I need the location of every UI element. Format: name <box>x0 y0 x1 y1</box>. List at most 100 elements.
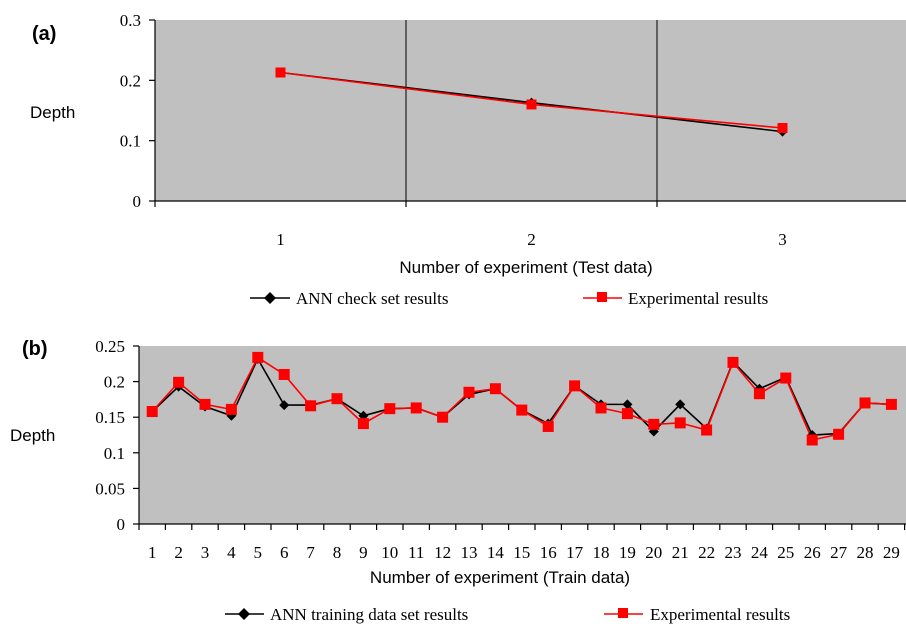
panel-b-x-tick-label: 5 <box>254 543 263 562</box>
panel-b-point-square <box>305 400 317 412</box>
panel-b-point-square <box>542 420 554 432</box>
panel-b-point-diamond <box>622 399 633 410</box>
panel-b-x-tick-label: 24 <box>751 543 769 562</box>
panel-b-xlabel: Number of experiment (Train data) <box>370 568 630 587</box>
panel-b-x-ticks: 1 2 3 4 5 6 7 8 9 10 11 12 13 14 15 16 17 18 19 20 21 22 23 24 2… <box>138 524 906 562</box>
legend-marker-diamond <box>238 608 250 620</box>
panel-a-grid <box>405 20 658 201</box>
panel-b-point-square <box>859 397 871 409</box>
panel-b-y-tick-label: 0 <box>117 515 126 534</box>
panel-b-x-tick-label: 17 <box>566 543 584 562</box>
panel-b-y-tick-label: 0.05 <box>95 479 125 498</box>
panel-b-point-diamond <box>675 399 686 410</box>
panel-b-point-square <box>674 417 686 429</box>
panel-b-y-tick-label: 0.1 <box>104 444 125 463</box>
panel-a-x-ticks: 1 2 3 <box>154 201 787 249</box>
legend-label-ann-check: ANN check set results <box>296 289 449 308</box>
panel-b-point-square <box>516 404 528 416</box>
panel-a-ylabel: Depth <box>30 103 75 122</box>
panel-b-y-tick-label: 0.25 <box>95 337 125 356</box>
panel-b-x-tick-label: 12 <box>434 543 451 562</box>
panel-b-x-tick-label: 7 <box>306 543 315 562</box>
panel-a-point-square <box>526 99 537 110</box>
legend-marker-square <box>618 608 628 618</box>
panel-b-series <box>146 351 897 446</box>
panel-b-point-diamond <box>279 400 290 411</box>
panel-b-point-square <box>885 398 897 410</box>
legend-label-experimental-b: Experimental results <box>650 605 790 624</box>
panel-b-x-tick-label: 1 <box>148 543 157 562</box>
panel-b-point-square <box>146 406 158 418</box>
panel-b-x-tick-label: 13 <box>461 543 478 562</box>
panel-b-point-square <box>727 356 739 368</box>
panel-a-label: (a) <box>32 23 56 45</box>
panel-b-point-square <box>701 424 713 436</box>
panel-b-point-square <box>199 398 211 410</box>
panel-b-point-square <box>278 368 290 380</box>
panel-b-x-tick-label: 18 <box>593 543 610 562</box>
panel-a-x-tick-label: 3 <box>778 230 787 249</box>
panel-a-xlabel: Number of experiment (Test data) <box>399 258 652 277</box>
legend-label-ann-training: ANN training data set results <box>270 605 468 624</box>
panel-b-point-square <box>463 386 475 398</box>
panel-b-point-square <box>410 402 422 414</box>
panel-a-x-tick-label: 1 <box>276 230 285 249</box>
panel-b-x-tick-label: 4 <box>227 543 236 562</box>
panel-b-x-tick-label: 9 <box>359 543 368 562</box>
panel-a-y-ticks: 0 0.1 0.2 0.3 <box>120 11 155 211</box>
panel-b-x-tick-label: 19 <box>619 543 636 562</box>
panel-b-x-tick-label: 3 <box>201 543 210 562</box>
panel-b-x-tick-label: 26 <box>804 543 821 562</box>
panel-b-point-square <box>569 380 581 392</box>
legend-marker-diamond <box>264 292 276 304</box>
panel-b-point-square <box>648 418 660 430</box>
panel-b-y-ticks: 0 0.05 0.1 0.15 0.2 0.25 <box>95 337 139 534</box>
panel-b-x-tick-label: 20 <box>645 543 662 562</box>
chart-panel-a: (a) Depth 0 0.1 0.2 0.3 1 2 3 Number of exper… <box>30 11 906 308</box>
panel-b-x-tick-label: 14 <box>487 543 505 562</box>
panel-b-x-tick-label: 23 <box>725 543 742 562</box>
panel-a-legend: ANN check set results Experimental resul… <box>250 289 768 308</box>
panel-a-axes <box>154 20 906 202</box>
legend-label-experimental-a: Experimental results <box>628 289 768 308</box>
panel-b-point-square <box>173 376 185 388</box>
panel-b-point-square <box>489 383 501 395</box>
panel-b-y-tick-label: 0.15 <box>95 408 125 427</box>
panel-b-point-square <box>780 372 792 384</box>
panel-b-x-tick-label: 21 <box>672 543 689 562</box>
panel-b-x-tick-label: 11 <box>408 543 424 562</box>
panel-a-point-square <box>275 67 286 78</box>
panel-b-x-tick-label: 25 <box>777 543 794 562</box>
panel-b-x-tick-label: 10 <box>381 543 398 562</box>
panel-b-point-square <box>437 411 449 423</box>
panel-b-x-tick-label: 8 <box>333 543 342 562</box>
panel-a-plot-area <box>155 20 906 201</box>
panel-b-point-square <box>384 403 396 415</box>
panel-b-ylabel: Depth <box>10 426 55 445</box>
panel-b-x-tick-label: 6 <box>280 543 289 562</box>
panel-a-point-square <box>777 122 788 133</box>
panel-b-x-tick-label: 22 <box>698 543 715 562</box>
panel-b-point-square <box>225 403 237 415</box>
panel-b-x-tick-label: 29 <box>883 543 900 562</box>
panel-b-axes <box>138 346 906 525</box>
panel-b-point-square <box>252 351 264 363</box>
panel-b-point-square <box>753 388 765 400</box>
panel-b-x-tick-label: 28 <box>857 543 874 562</box>
legend-marker-square <box>597 292 607 302</box>
panel-a-series <box>275 67 788 137</box>
panel-a-y-tick-label: 0.2 <box>120 71 141 90</box>
panel-b-point-square <box>806 434 818 446</box>
panel-b-x-tick-label: 2 <box>174 543 183 562</box>
panel-b-point-square <box>595 402 607 414</box>
panel-a-y-tick-label: 0.1 <box>120 132 141 151</box>
panel-b-point-square <box>331 393 343 405</box>
panel-b-point-square <box>833 428 845 440</box>
panel-a-x-tick-label: 2 <box>527 230 536 249</box>
panel-b-x-tick-label: 27 <box>830 543 848 562</box>
panel-a-y-tick-label: 0.3 <box>120 11 141 30</box>
panel-b-point-square <box>621 408 633 420</box>
panel-b-y-tick-label: 0.2 <box>104 373 125 392</box>
panel-b-label: (b) <box>22 338 48 360</box>
